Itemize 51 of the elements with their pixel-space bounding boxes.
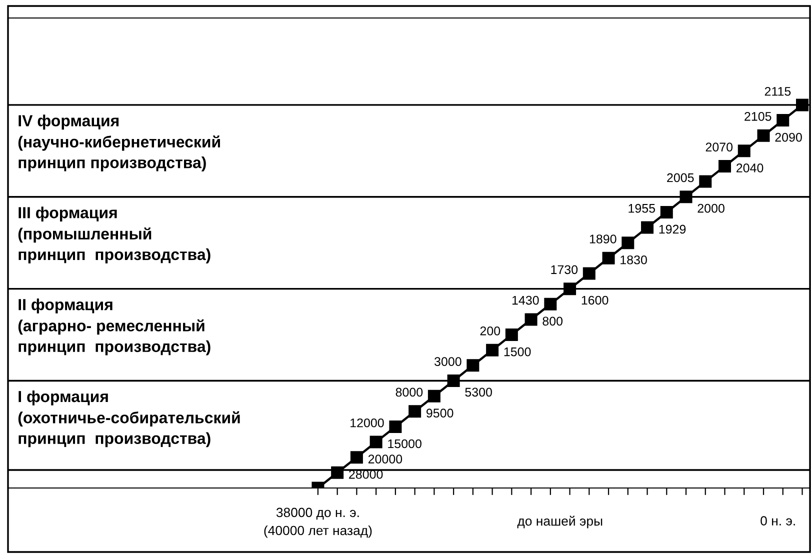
point [466, 359, 480, 372]
point [776, 114, 790, 127]
point [622, 236, 634, 250]
annotation: 200 [480, 326, 500, 336]
point [582, 267, 596, 280]
annotation: 1600 [582, 296, 608, 305]
annotation: 12000 [350, 418, 384, 428]
annotation: 1955 [628, 204, 656, 213]
annotation: 5300 [465, 388, 492, 397]
point [544, 298, 557, 310]
point [370, 436, 382, 448]
annotation: 1830 [620, 255, 647, 264]
point [757, 129, 770, 142]
text: до нашей эры [517, 516, 602, 528]
point [738, 144, 750, 158]
text: 38000 до н. э. (40000 лет назад) [264, 508, 372, 538]
point [524, 313, 538, 326]
annotation: 2070 [706, 142, 733, 152]
annotation: 2005 [667, 173, 694, 182]
ref-line-label: I формация (охотничье-собирательский принцип производства) [18, 390, 240, 448]
annotation: 800 [542, 316, 563, 326]
point [660, 206, 673, 218]
annotation: 20000 [368, 454, 402, 464]
point [408, 405, 422, 418]
annotation: 2090 [775, 132, 802, 142]
point [641, 221, 654, 234]
annotation: 9500 [426, 408, 454, 418]
point [389, 420, 402, 433]
annotation: 1730 [551, 265, 578, 274]
annotation: 1929 [659, 224, 686, 234]
text: 0 н. э. [760, 516, 795, 526]
annotation: 8000 [396, 388, 423, 397]
point [602, 252, 615, 264]
annotation: 1890 [590, 234, 616, 244]
annotation: 2040 [736, 164, 764, 172]
annotation: 1430 [512, 296, 539, 305]
ref-line-label: III формация (промышленный принцип производства) [18, 206, 210, 264]
annotation: 15000 [388, 439, 422, 448]
point [718, 160, 732, 172]
annotation: 2105 [744, 112, 772, 121]
point [486, 344, 499, 356]
point [428, 390, 440, 402]
annotation: 2000 [698, 204, 724, 213]
ref-line-label: II формация (аграрно- ремесленный принцип производства) [18, 298, 210, 356]
point [505, 328, 518, 342]
text: 2115 [764, 86, 791, 96]
annotation: 3000 [434, 357, 462, 366]
annotation: 1500 [504, 347, 531, 356]
ref-line-label: IV формация (научно-кибернетический принцип производства) [18, 114, 220, 172]
point [699, 175, 712, 188]
point [350, 451, 363, 464]
